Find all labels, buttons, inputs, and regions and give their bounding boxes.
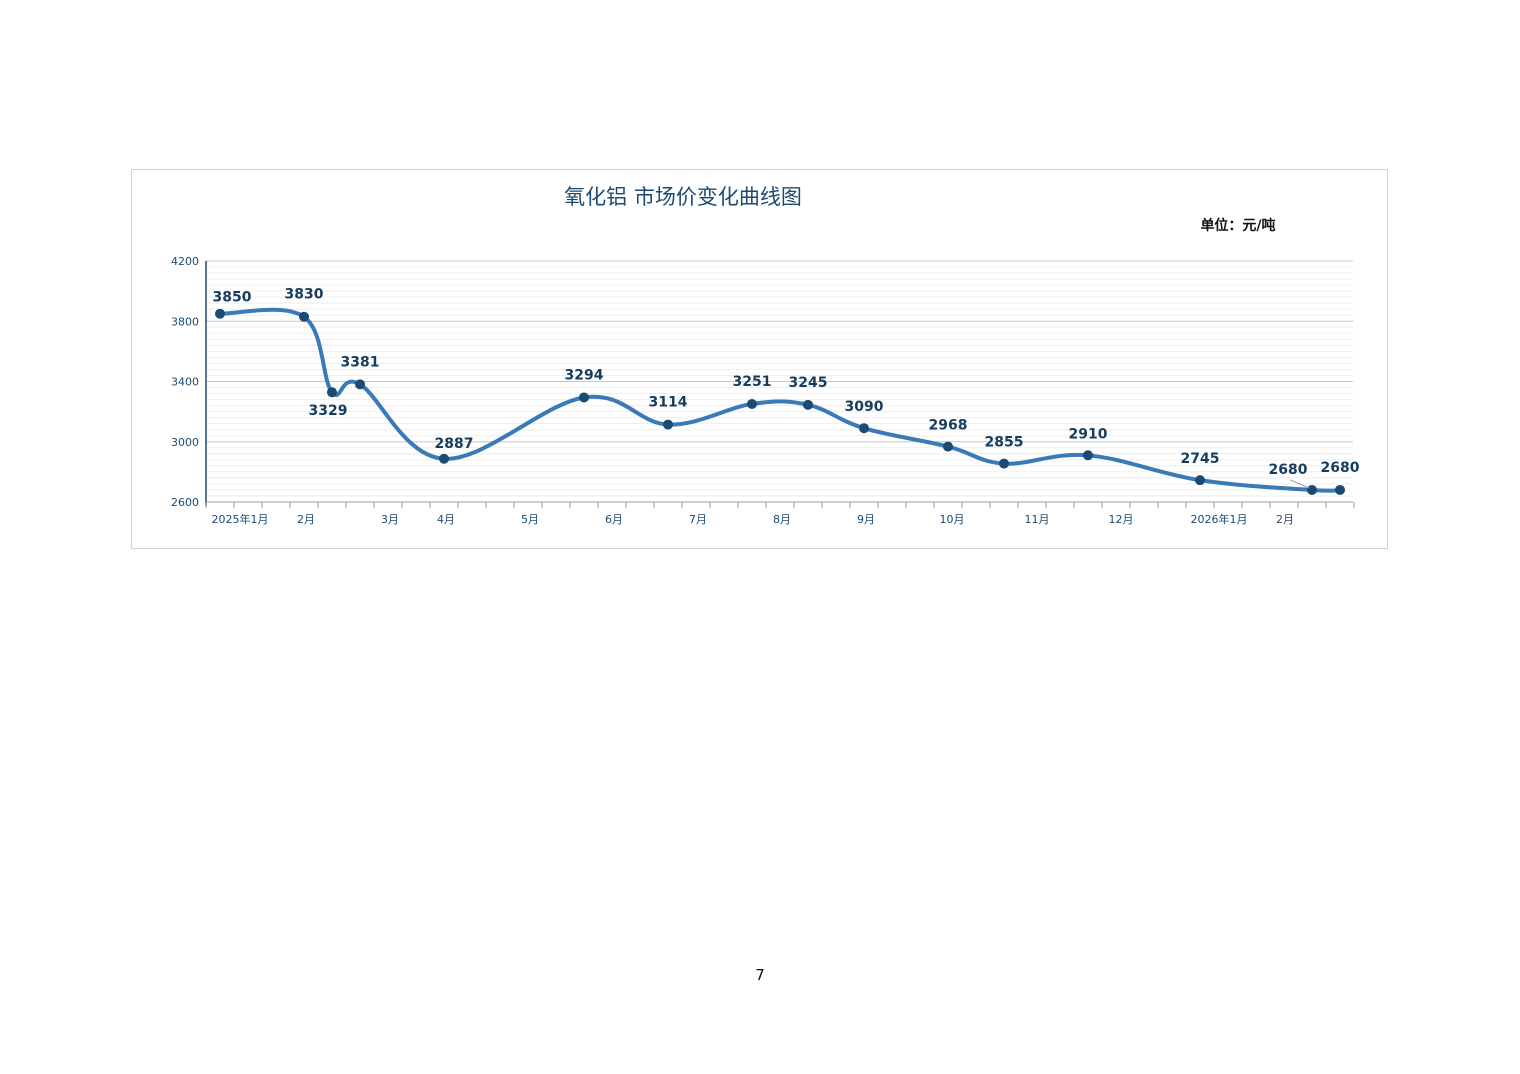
data-point-marker (747, 398, 757, 409)
data-label: 3381 (341, 354, 380, 370)
chart-container: 2600 3000 3400 3800 4200 2025年1月 2月 3月 4月 5月 6月 7月 8… (131, 169, 1388, 549)
data-label: 3114 (649, 395, 688, 411)
x-month-label: 5月 (521, 513, 539, 526)
page-number: 7 (755, 966, 765, 984)
data-label: 2910 (1069, 426, 1108, 442)
y-tick-label: 3800 (171, 315, 199, 328)
x-month-label: 8月 (773, 513, 791, 526)
x-month-label: 6月 (605, 513, 623, 526)
axis-layer: 2600 3000 3400 3800 4200 2025年1月 2月 3月 4月 5月 6月 7月 8… (171, 255, 1355, 526)
data-label: 2745 (1181, 451, 1220, 467)
chart-title: 氧化铝 市场价变化曲线图 (564, 185, 802, 209)
data-point-marker (663, 419, 673, 430)
data-point-marker (1335, 484, 1345, 495)
data-point-marker (803, 399, 813, 410)
y-tick-label: 3400 (171, 376, 199, 389)
data-point-marker (1083, 450, 1093, 461)
data-point-marker (943, 441, 953, 452)
data-label: 2680 (1269, 462, 1308, 478)
x-month-label: 3月 (381, 513, 399, 526)
x-month-label: 11月 (1025, 513, 1050, 526)
label-leader-line (1289, 479, 1310, 489)
price-line-chart: 2600 3000 3400 3800 4200 2025年1月 2月 3月 4月 5月 6月 7月 8… (171, 185, 1360, 526)
data-label: 3251 (733, 374, 772, 390)
data-label: 2968 (929, 418, 968, 434)
data-point-marker (579, 392, 589, 403)
data-point-marker (439, 453, 449, 464)
data-label: 3830 (285, 287, 324, 303)
data-point-marker (355, 379, 365, 390)
data-point-marker (215, 308, 225, 319)
data-label: 3245 (789, 375, 828, 391)
data-label: 2680 (1321, 460, 1360, 476)
series-layer (218, 307, 1342, 493)
x-month-label: 10月 (940, 513, 965, 526)
x-month-label: 9月 (857, 513, 875, 526)
unit-label: 单位：元/吨 (1200, 217, 1275, 234)
data-point-marker (859, 423, 869, 434)
marker-layer (215, 308, 1345, 495)
data-label: 3329 (309, 403, 348, 419)
x-month-label: 7月 (689, 513, 707, 526)
y-tick-label: 2600 (171, 496, 199, 509)
y-tick-label: 3000 (171, 436, 199, 449)
data-point-marker (299, 311, 309, 322)
x-month-label: 2025年1月 (212, 512, 269, 526)
label-layer: 3850 3830 3329 3381 2887 3294 3114 3251 3245 3090… (213, 287, 1360, 489)
grid-layer (206, 260, 1353, 503)
x-month-label: 2月 (297, 513, 315, 526)
data-label: 2887 (435, 436, 474, 452)
x-month-label: 12月 (1109, 513, 1134, 526)
data-label: 2855 (985, 435, 1024, 451)
data-label: 3850 (213, 290, 252, 306)
y-tick-label: 4200 (171, 255, 199, 268)
data-point-marker (1307, 484, 1317, 495)
x-month-label: 2月 (1276, 513, 1294, 526)
data-point-marker (999, 458, 1009, 469)
price-series-line (218, 307, 1342, 493)
data-label: 3294 (565, 367, 604, 383)
x-month-label: 4月 (437, 513, 455, 526)
x-month-label: 2026年1月 (1191, 512, 1248, 526)
data-point-marker (327, 387, 337, 398)
data-point-marker (1195, 475, 1205, 486)
data-label: 3090 (845, 399, 884, 415)
